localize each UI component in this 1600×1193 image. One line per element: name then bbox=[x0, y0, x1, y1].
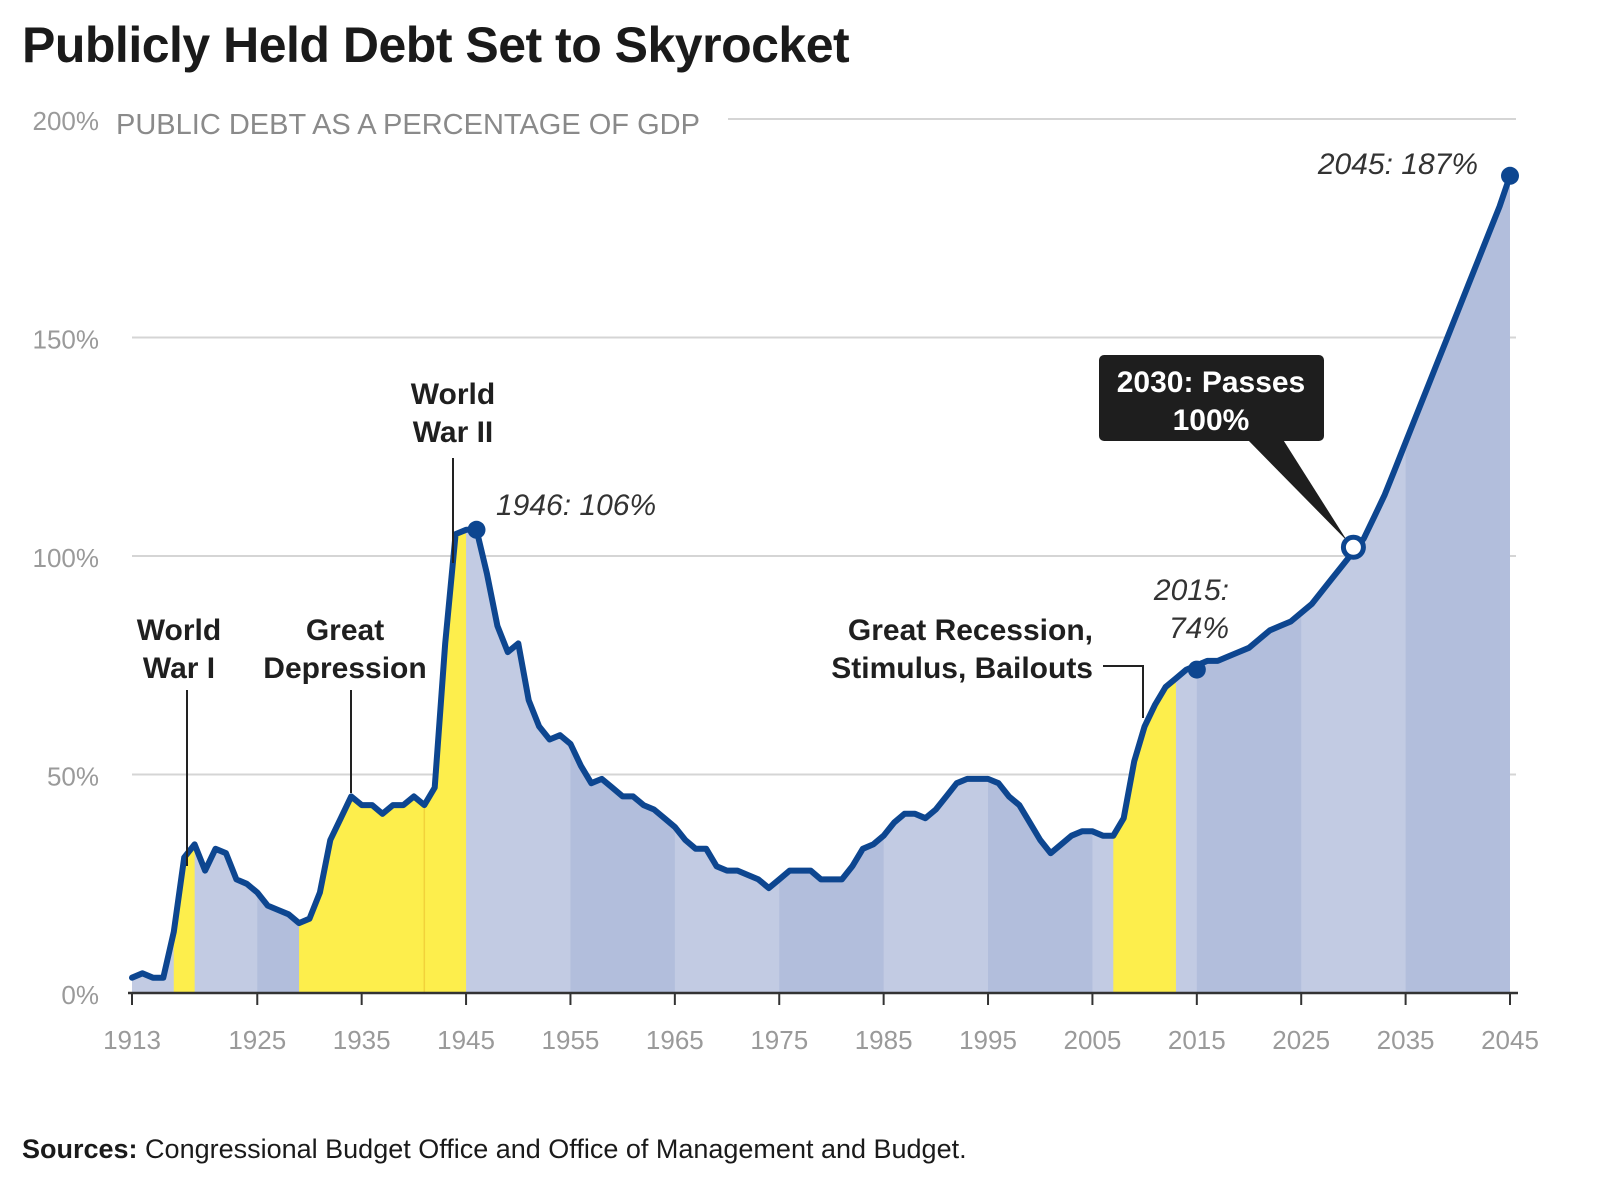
x-tick-label-2015: 2015 bbox=[1168, 1025, 1226, 1055]
annotation-1-line-1: Great bbox=[306, 614, 384, 647]
y-tick-label-100%: 100% bbox=[33, 543, 100, 573]
leader-line-3 bbox=[1103, 665, 1144, 718]
data-point-2045 bbox=[1501, 166, 1519, 185]
annotations: 2030: Passes 100% 1946: 106% 2015: 74% 2045: … bbox=[137, 148, 1519, 866]
point-label-1946: 1946: 106% bbox=[496, 489, 656, 522]
callout-text-line-2: 100% bbox=[1173, 404, 1250, 437]
sources-note: Sources: Congressional Budget Office and… bbox=[22, 1134, 967, 1165]
y-tick-label-0%: 0% bbox=[61, 980, 99, 1010]
data-point-2030 bbox=[1340, 534, 1366, 560]
debt-line-layer bbox=[129, 172, 1513, 981]
x-tick-label-1955: 1955 bbox=[542, 1025, 600, 1055]
x-tick-label-2035: 2035 bbox=[1377, 1025, 1435, 1055]
x-tick-label-1913: 1913 bbox=[103, 1025, 161, 1055]
x-tick-label-1995: 1995 bbox=[959, 1025, 1017, 1055]
ylabel-backdrop bbox=[110, 102, 728, 140]
data-point-1946 bbox=[467, 520, 486, 539]
data-point-2015 bbox=[1187, 660, 1206, 679]
x-tick-label-1935: 1935 bbox=[333, 1025, 391, 1055]
x-tick-label-1985: 1985 bbox=[855, 1025, 913, 1055]
x-tick-label-1945: 1945 bbox=[437, 1025, 495, 1055]
axes: 1913 1925 1935 1945 1955 1965 1975 1985 1995 2005… bbox=[33, 102, 1539, 1055]
x-tick-label-2045: 2045 bbox=[1481, 1025, 1539, 1055]
annotation-0-line-1: World bbox=[137, 614, 221, 647]
annotation-1-line-2: Depression bbox=[263, 652, 426, 685]
decade-band-5 bbox=[1405, 175, 1510, 993]
point-label-2015-line-2: 74% bbox=[1169, 612, 1229, 645]
y-tick-label-50%: 50% bbox=[47, 762, 99, 792]
y-axis-label: PUBLIC DEBT AS A PERCENTAGE OF GDP bbox=[116, 109, 700, 141]
annotation-3-line-1: Great Recession, bbox=[848, 614, 1093, 647]
point-label-2015-line-1: 2015: bbox=[1153, 574, 1229, 607]
callout-text-line-1: 2030: Passes bbox=[1117, 366, 1306, 399]
callout-pointer bbox=[1246, 438, 1348, 542]
chart-title: Publicly Held Debt Set to Skyrocket bbox=[22, 17, 850, 73]
x-tick-label-1965: 1965 bbox=[646, 1025, 704, 1055]
callout-box bbox=[1099, 355, 1324, 441]
sources-text: Congressional Budget Office and Office o… bbox=[137, 1134, 967, 1164]
x-tick-label-1925: 1925 bbox=[228, 1025, 286, 1055]
annotation-2-line-2: War II bbox=[413, 416, 494, 449]
annotation-0-line-2: War I bbox=[143, 652, 215, 685]
point-label-2045: 2045: 187% bbox=[1317, 148, 1478, 181]
annotation-2-line-1: World bbox=[411, 378, 495, 411]
sources-label: Sources: bbox=[22, 1134, 138, 1164]
debt-line bbox=[129, 172, 1513, 981]
x-tick-label-2005: 2005 bbox=[1064, 1025, 1122, 1055]
x-tick-label-1975: 1975 bbox=[750, 1025, 808, 1055]
y-tick-label-150%: 150% bbox=[33, 325, 100, 355]
x-tick-label-2025: 2025 bbox=[1272, 1025, 1330, 1055]
annotation-3-line-2: Stimulus, Bailouts bbox=[831, 652, 1093, 685]
y-tick-label-200%: 200% bbox=[33, 106, 100, 136]
